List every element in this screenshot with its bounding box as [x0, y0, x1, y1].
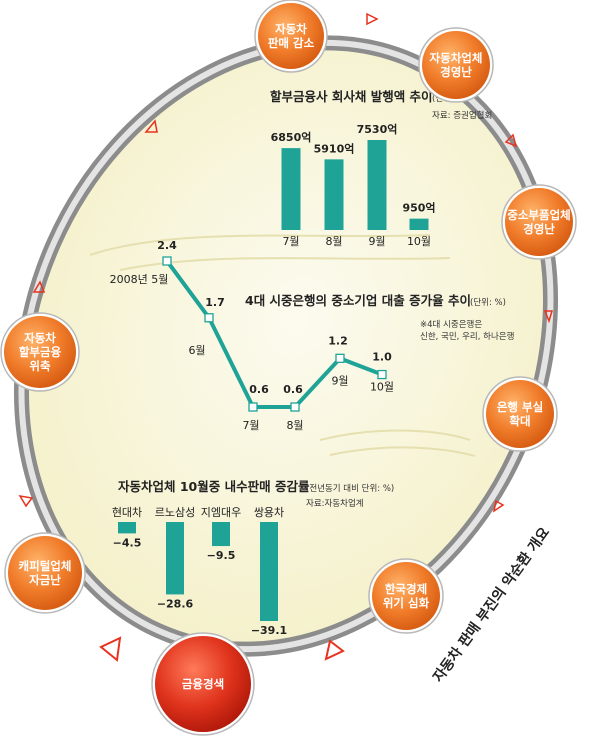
bar-value-label: −9.5	[207, 549, 236, 562]
chart-source: 자료: 증권업협회	[432, 110, 492, 121]
series-line	[165, 259, 383, 409]
category-label: 르노삼성	[155, 506, 195, 519]
chart-note: ※4대 시중은행은	[420, 319, 482, 330]
bar-value-label: 7530억	[357, 123, 398, 136]
point-value-label: 2.4	[157, 239, 177, 252]
cycle-node-label: 은행 부실	[497, 400, 543, 414]
arrow-icon	[543, 310, 554, 324]
cycle-node-label: 경영난	[523, 222, 555, 236]
point-value-label: 1.2	[328, 334, 348, 347]
chart-sme-loan-growth: 4대 시중은행의 중소기업 대출 증가율 추이 (단위: %) ※4대 시중은행…	[110, 239, 515, 432]
category-label: 8월	[325, 235, 342, 248]
bar-value-label: 950억	[402, 202, 435, 215]
cycle-node-label: 자금난	[29, 573, 61, 587]
arrow-icon	[144, 119, 158, 133]
bar	[118, 522, 136, 534]
cycle-node-label: 위기 심화	[383, 596, 430, 610]
point-label: 6월	[188, 344, 205, 357]
arrow-icon	[366, 12, 379, 26]
arrow-icon	[492, 499, 505, 513]
chart-title: 자동차업체 10월중 내수판매 증감률	[118, 479, 310, 494]
data-point	[377, 369, 387, 380]
chart-unit: (단위: %)	[470, 297, 506, 308]
bar-value-label: −39.1	[251, 624, 287, 637]
category-label: 10월	[407, 235, 431, 248]
point-value-label: 0.6	[283, 383, 303, 396]
cycle-node-label: 경영난	[440, 65, 472, 79]
decor-swooshes	[89, 234, 476, 457]
data-point	[248, 402, 258, 412]
data-point	[335, 353, 345, 363]
cycle-node-label: 금융경색	[182, 677, 224, 691]
point-value-label: 1.7	[205, 296, 225, 309]
arrow-icon	[99, 636, 122, 662]
category-label: 지엠대우	[201, 506, 241, 519]
arrow-icon	[504, 133, 518, 148]
cycle-node-label: 확대	[509, 414, 530, 428]
chart-source: 자료:자동차업계	[306, 498, 364, 509]
arrow-icon	[32, 280, 46, 293]
category-label: 7월	[282, 235, 299, 248]
bar-value-label: 5910억	[314, 142, 355, 155]
chart-title: 4대 시중은행의 중소기업 대출 증가율 추이	[245, 293, 471, 308]
cycle-node-label: 판매 감소	[268, 36, 315, 50]
data-point	[290, 402, 300, 412]
point-label: 9월	[331, 374, 348, 387]
chart-title: 할부금융사 회사채 발행액 추이	[270, 89, 433, 104]
chart-note: 신한, 국민, 우리, 하나은행	[420, 331, 514, 342]
point-value-label: 1.0	[372, 351, 392, 364]
bar	[260, 522, 278, 621]
chart-unit: (전년동기 대비 단위: %)	[306, 483, 394, 494]
cycle-node-label: 자동차	[24, 331, 56, 345]
category-label: 9월	[368, 235, 385, 248]
chart-bond-issuance: 할부금융사 회사채 발행액 추이 (단위: 원) 자료: 증권업협회 6850억…	[270, 89, 492, 248]
data-point	[204, 313, 214, 323]
cycle-node-label: 캐피털업체	[19, 559, 72, 573]
point-value-label: 0.6	[249, 383, 269, 396]
bar	[212, 522, 230, 547]
category-label: 쌍용차	[254, 506, 284, 519]
bar	[281, 148, 301, 230]
point-label: 8월	[286, 419, 303, 432]
bar-value-label: 6850억	[271, 131, 312, 144]
bar-value-label: −28.6	[157, 597, 194, 610]
cycle-arrows	[18, 12, 554, 662]
point-label: 2008년 5월	[110, 273, 169, 286]
bar	[166, 522, 184, 595]
bar-value-label: −4.5	[113, 536, 142, 549]
point-label: 10월	[370, 381, 394, 394]
cycle-node-label: 할부금융	[19, 345, 62, 359]
cycle-node-label: 위축	[29, 359, 51, 373]
chart-domestic-sales: 자동차업체 10월중 내수판매 증감률 (전년동기 대비 단위: %) 자료:자…	[112, 479, 394, 637]
arrow-icon	[324, 639, 345, 661]
category-label: 현대차	[112, 506, 142, 519]
cycle-node-label: 자동차업체	[430, 51, 483, 65]
data-point	[162, 256, 172, 266]
arrow-icon	[18, 494, 34, 508]
cycle-node-label: 자동차	[275, 22, 307, 36]
cycle-node: 금융경색	[151, 632, 255, 736]
bar	[367, 140, 387, 230]
bar	[324, 159, 344, 230]
point-label: 7월	[242, 419, 259, 432]
cycle-node-label: 중소부품업체	[507, 208, 570, 222]
bar	[409, 218, 429, 230]
cycle-node-label: 한국경제	[385, 582, 427, 596]
